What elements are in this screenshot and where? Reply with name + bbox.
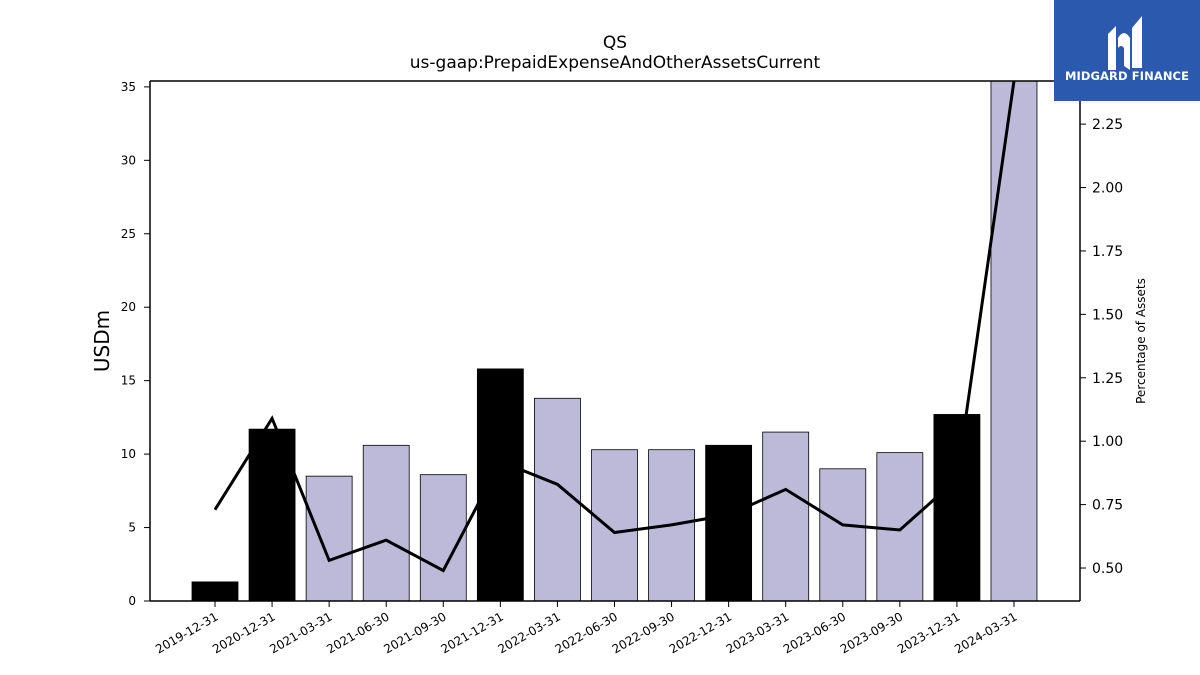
x-tick-label: 2022-06-30 bbox=[553, 609, 620, 656]
y2-tick-label: 0.75 bbox=[1092, 498, 1123, 514]
bar bbox=[820, 469, 866, 601]
bar bbox=[363, 445, 409, 601]
bar bbox=[706, 445, 752, 601]
bar bbox=[934, 414, 980, 601]
y2-tick-label: 1.25 bbox=[1092, 371, 1123, 387]
logo-mark-icon bbox=[1102, 8, 1152, 70]
company-logo: MIDGARD FINANCE bbox=[1054, 0, 1200, 101]
y-tick-label: 5 bbox=[128, 521, 136, 535]
x-tick-label: 2021-12-31 bbox=[438, 609, 505, 656]
x-tick-label: 2021-03-31 bbox=[267, 609, 334, 656]
x-tick-label: 2022-09-30 bbox=[610, 609, 677, 656]
y-tick-label: 0 bbox=[128, 594, 136, 608]
x-tick-label: 2024-03-31 bbox=[952, 609, 1019, 656]
y2-tick-label: 2.00 bbox=[1092, 181, 1123, 197]
bar bbox=[991, 81, 1037, 601]
y-tick-label: 20 bbox=[121, 300, 136, 314]
y2-tick-label: 1.75 bbox=[1092, 244, 1123, 260]
y-tick-label: 25 bbox=[121, 227, 136, 241]
plot-area: 0 5 10 15 20 25 30 35 0.50 0.75 1.00 1.25 1.50 1.75 2.… bbox=[121, 80, 1123, 657]
y2-axis-label: Percentage of Assets bbox=[1134, 278, 1148, 404]
x-tick-label: 2023-09-30 bbox=[838, 609, 905, 656]
y-tick-label: 15 bbox=[121, 374, 136, 388]
chart-subtitle: us-gaap:PrepaidExpenseAndOtherAssetsCurr… bbox=[410, 53, 821, 73]
y2-tick-label: 1.00 bbox=[1092, 434, 1123, 450]
bar bbox=[192, 582, 238, 601]
x-tick-label: 2022-12-31 bbox=[667, 609, 734, 656]
x-tick-label: 2023-03-31 bbox=[724, 609, 791, 656]
bar bbox=[591, 450, 637, 601]
y-tick-label: 30 bbox=[121, 153, 136, 167]
x-tick-label: 2023-12-31 bbox=[895, 609, 962, 656]
x-tick-label: 2021-09-30 bbox=[381, 609, 448, 656]
x-tick-label: 2023-06-30 bbox=[781, 609, 848, 656]
x-tick-label: 2022-03-31 bbox=[496, 609, 563, 656]
y-tick-label: 35 bbox=[121, 80, 136, 94]
logo-text: MIDGARD FINANCE bbox=[1054, 69, 1200, 83]
x-tick-label: 2019-12-31 bbox=[153, 609, 220, 656]
bar bbox=[306, 476, 352, 601]
y2-tick-label: 2.25 bbox=[1092, 117, 1123, 133]
bar bbox=[877, 453, 923, 601]
y2-tick-label: 0.50 bbox=[1092, 561, 1123, 577]
chart-title: QS bbox=[603, 33, 627, 53]
x-tick-label: 2020-12-31 bbox=[210, 609, 277, 656]
y-axis-label: USDm bbox=[90, 310, 114, 372]
bar bbox=[477, 369, 523, 601]
x-tick-label: 2021-06-30 bbox=[324, 609, 391, 656]
bar bbox=[763, 432, 809, 601]
y2-tick-label: 1.50 bbox=[1092, 307, 1123, 323]
y-tick-label: 10 bbox=[121, 447, 136, 461]
